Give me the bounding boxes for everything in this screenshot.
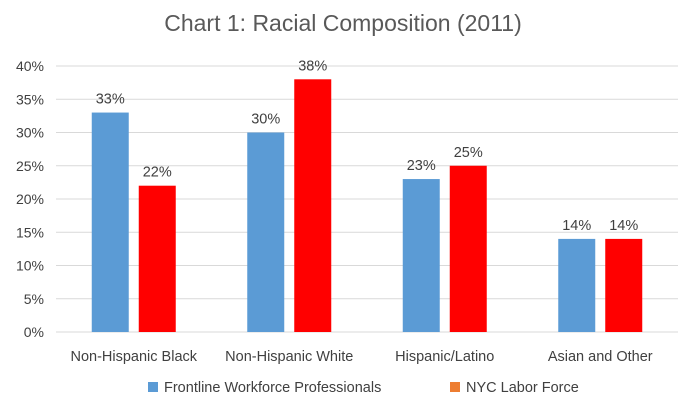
y-tick-label: 25%: [16, 158, 44, 174]
y-tick-label: 35%: [16, 91, 44, 107]
bar-frontline: [402, 179, 440, 332]
data-label: 33%: [96, 92, 125, 108]
data-label: 38%: [298, 58, 327, 74]
data-label: 25%: [454, 145, 483, 161]
bar-nyc-labor-force: [449, 165, 487, 332]
legend-swatch: [148, 382, 158, 392]
y-tick-label: 0%: [24, 324, 44, 340]
y-tick-label: 5%: [24, 291, 44, 307]
data-label: 22%: [143, 165, 172, 181]
legend-swatch: [450, 382, 460, 392]
data-label: 23%: [407, 158, 436, 174]
legend-label: Frontline Workforce Professionals: [164, 380, 381, 396]
bar-frontline: [558, 238, 596, 332]
data-label: 14%: [609, 218, 638, 234]
y-tick-label: 30%: [16, 125, 44, 141]
chart-title: Chart 1: Racial Composition (2011): [164, 10, 522, 36]
x-category-label: Non-Hispanic Black: [70, 349, 197, 365]
bar-frontline: [91, 112, 129, 332]
data-label: 30%: [251, 112, 280, 128]
y-axis-tick-labels: 0% 5% 10% 15% 20% 25% 30% 35% 40%: [16, 58, 44, 340]
data-label: 14%: [562, 218, 591, 234]
x-category-label: Non-Hispanic White: [225, 349, 353, 365]
bar-nyc-labor-force: [294, 79, 332, 332]
bar-nyc-labor-force: [605, 238, 643, 332]
x-category-label: Asian and Other: [548, 349, 653, 365]
legend-label: NYC Labor Force: [466, 380, 579, 396]
y-tick-label: 20%: [16, 191, 44, 207]
bar-nyc-labor-force: [138, 185, 176, 332]
x-axis-category-labels: Non-Hispanic Black Non-Hispanic White Hisp…: [70, 349, 652, 365]
bar-frontline: [247, 132, 285, 332]
y-tick-label: 40%: [16, 58, 44, 74]
x-category-label: Hispanic/Latino: [395, 349, 494, 365]
bars: [91, 79, 643, 332]
legend: Frontline Workforce Professionals NYC Lab…: [148, 380, 579, 396]
data-labels: 33% 22% 30% 38% 23% 25% 14% 14%: [96, 58, 639, 234]
y-tick-label: 15%: [16, 224, 44, 240]
y-tick-label: 10%: [16, 258, 44, 274]
